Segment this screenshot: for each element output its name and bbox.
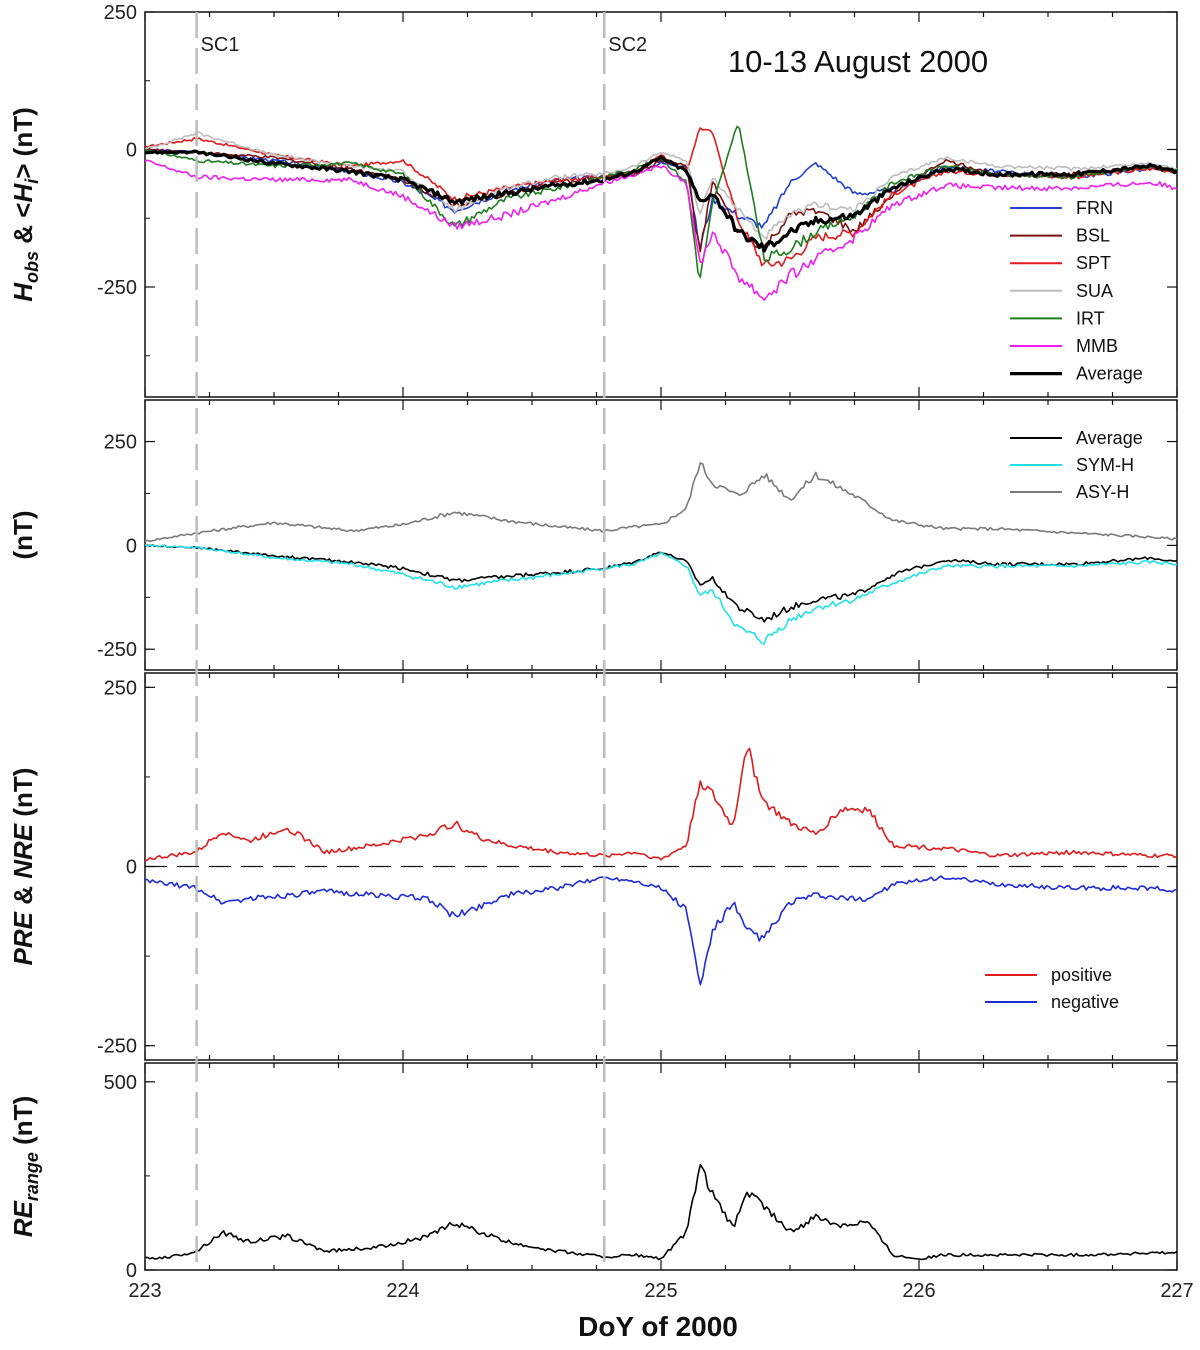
legend-label: negative	[1051, 992, 1119, 1012]
series-group	[145, 125, 1177, 301]
x-tick-label: 223	[128, 1280, 161, 1302]
y-tick-label: -250	[97, 639, 137, 661]
event-label: SC2	[608, 34, 647, 56]
legend-label: MMB	[1076, 336, 1118, 356]
y-axis-label: Hobs & <Hi> (nT)	[8, 107, 42, 302]
y-axis-label: RErange (nT)	[8, 1096, 42, 1237]
y-tick-label: 250	[104, 677, 137, 699]
x-axis-label: DoY of 2000	[578, 1311, 738, 1342]
y-tick-label: 0	[126, 857, 137, 879]
legend-label: Average	[1076, 428, 1143, 448]
y-tick-label: 0	[126, 1260, 137, 1282]
series-line-sym-h	[145, 543, 1177, 645]
legend-label: Average	[1076, 364, 1143, 384]
legend-label: IRT	[1076, 308, 1105, 328]
event-label: SC1	[201, 34, 240, 56]
series-line-negative	[145, 875, 1177, 986]
series-group	[145, 462, 1177, 645]
series-line-asy-h	[145, 462, 1177, 543]
y-tick-label: 500	[104, 1072, 137, 1094]
y-tick-label: 250	[104, 2, 137, 24]
panel-3: 250 0 -250 PRE & NRE (nT) positive negative	[8, 672, 1178, 1061]
y-tick-label: -250	[97, 1036, 137, 1058]
x-tick-label: 225	[644, 1280, 677, 1302]
chart-title: 10-13 August 2000	[728, 44, 988, 79]
series-group	[145, 1164, 1177, 1261]
series-line-irt	[145, 125, 1177, 279]
legend-label: SUA	[1076, 281, 1113, 301]
y-tick-label: 250	[104, 432, 137, 454]
series-line-mmb	[145, 159, 1177, 301]
legend-label: SPT	[1076, 253, 1111, 273]
y-tick-label: 0	[126, 535, 137, 557]
legend-label: positive	[1051, 965, 1112, 985]
legend-label: ASY-H	[1076, 482, 1129, 502]
series-line-sua	[145, 130, 1177, 240]
panel-1: 250 0 -250 Hobs & <Hi> (nT) FRN BSL SPT SUA IRT M…	[8, 2, 1178, 398]
series-line-frn	[145, 147, 1177, 249]
x-tick-label: 226	[902, 1280, 935, 1302]
legend-label: BSL	[1076, 226, 1110, 246]
series-line-average	[145, 149, 1177, 253]
panel-2: 250 0 -250 (nT) Average SYM-H ASY-H	[8, 399, 1178, 671]
series-line-average	[145, 544, 1177, 623]
y-tick-label: -250	[97, 277, 137, 299]
legend-label: FRN	[1076, 198, 1113, 218]
series-line-range	[145, 1164, 1177, 1261]
plot-frame	[144, 11, 1178, 398]
plot-frame	[144, 399, 1178, 671]
x-tick-label: 224	[386, 1280, 419, 1302]
legend-label: SYM-H	[1076, 455, 1134, 475]
x-tick-label: 227	[1160, 1280, 1193, 1302]
y-tick-label: 0	[126, 140, 137, 162]
y-axis-label: (nT)	[8, 510, 38, 559]
y-axis-label: PRE & NRE (nT)	[8, 768, 38, 966]
series-line-spt	[145, 127, 1177, 267]
series-group	[145, 747, 1177, 986]
series-line-positive	[145, 747, 1177, 862]
